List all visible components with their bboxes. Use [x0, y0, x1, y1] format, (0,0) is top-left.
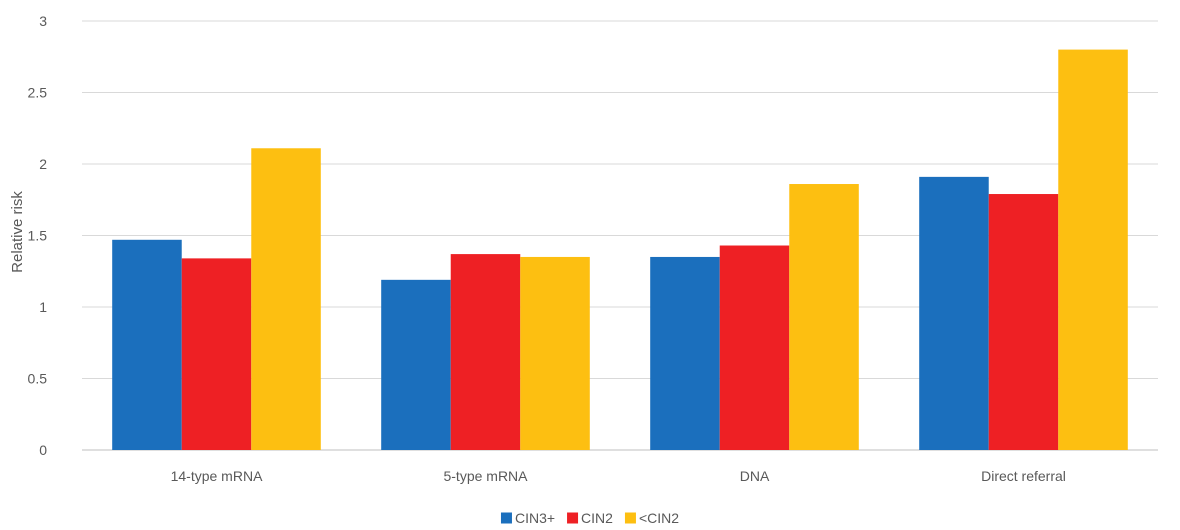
bar-<CIN2-14-type mRNA	[251, 148, 321, 450]
bars	[112, 49, 1128, 450]
x-tick-label-3: Direct referral	[981, 468, 1066, 484]
bar-CIN2-Direct referral	[988, 194, 1059, 450]
bar-CIN2-14-type mRNA	[181, 258, 252, 450]
legend-label-2: <CIN2	[639, 510, 679, 526]
bar-CIN2-5-type mRNA	[450, 254, 521, 450]
legend-label-0: CIN3+	[515, 510, 555, 526]
bar-<CIN2-DNA	[789, 184, 859, 450]
bar-CIN2-DNA	[719, 245, 790, 450]
y-tick-label-2: 1	[39, 299, 47, 315]
y-tick-label-5: 2.5	[28, 85, 48, 101]
legend-swatch-0	[500, 512, 512, 524]
legend-label-1: CIN2	[581, 510, 613, 526]
bar-<CIN2-Direct referral	[1058, 49, 1128, 450]
y-tick-label-3: 1.5	[28, 228, 48, 244]
bar-CIN3+-DNA	[650, 256, 720, 450]
y-axis-title: Relative risk	[9, 191, 26, 273]
x-tick-label-2: DNA	[740, 468, 770, 484]
y-tick-label-1: 0.5	[28, 371, 48, 387]
y-tick-label-6: 3	[39, 13, 47, 29]
x-axis-ticks: 14-type mRNA 5-type mRNA DNA Direct referra…	[171, 468, 1066, 484]
x-tick-label-1: 5-type mRNA	[443, 468, 528, 484]
legend-swatch-2	[624, 512, 636, 524]
y-axis-ticks: 0 0.5 1 1.5 2 2.5 3	[28, 13, 48, 458]
y-tick-label-0: 0	[39, 442, 47, 458]
bar-<CIN2-5-type mRNA	[520, 256, 590, 450]
legend: CIN3+ CIN2 <CIN2	[500, 510, 679, 526]
legend-swatch-1	[567, 512, 579, 524]
bar-CIN3+-Direct referral	[919, 176, 989, 450]
bar-CIN3+-14-type mRNA	[112, 239, 182, 450]
x-tick-label-0: 14-type mRNA	[171, 468, 263, 484]
y-tick-label-4: 2	[39, 156, 47, 172]
bar-CIN3+-5-type mRNA	[381, 279, 451, 450]
